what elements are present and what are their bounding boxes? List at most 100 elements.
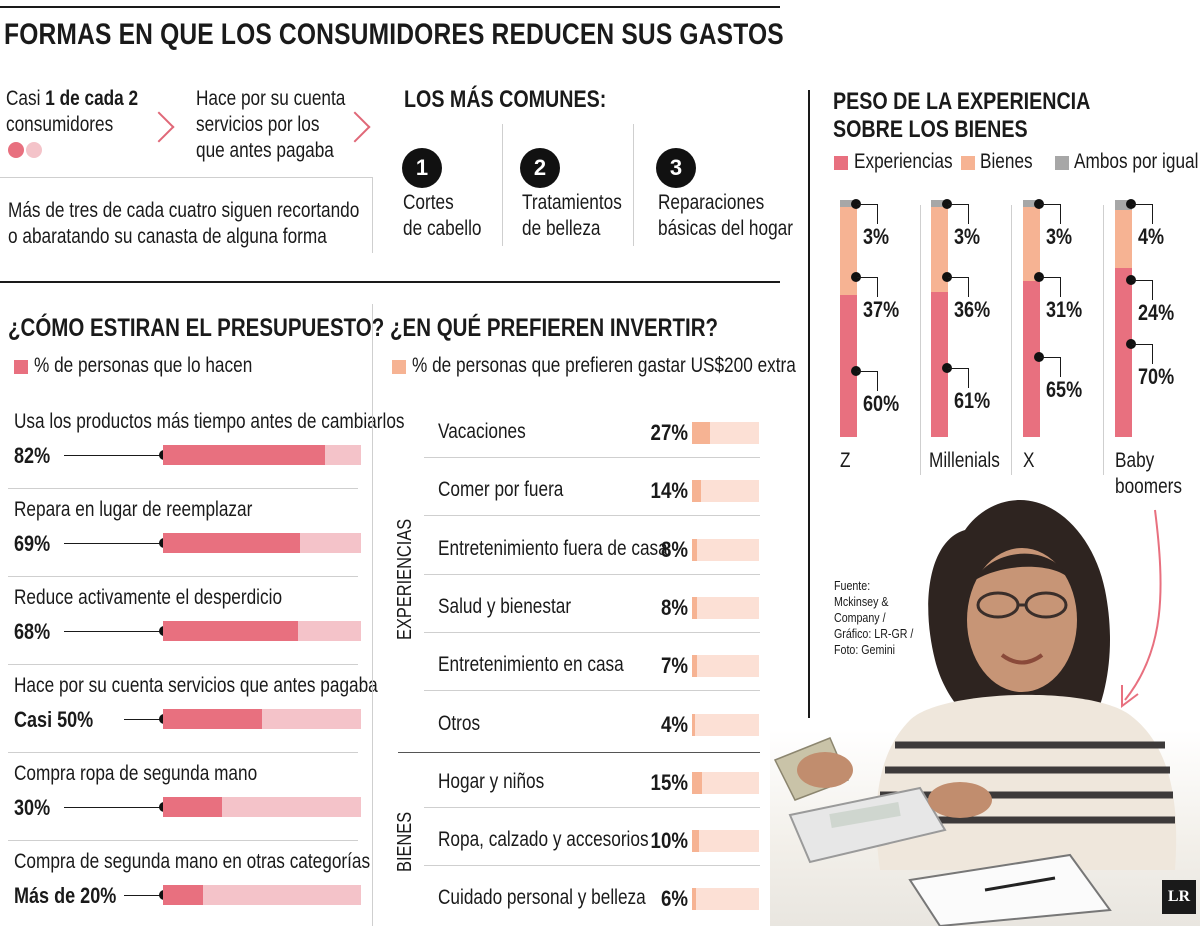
gen-legend-swatch-experiencias [834, 156, 848, 170]
invest-bar-track [692, 830, 759, 853]
invest-bar [692, 713, 695, 736]
invest-row-value: 7% [660, 653, 688, 679]
budget-bar-track [163, 709, 361, 729]
gen-leader-dot [1034, 199, 1044, 209]
gen-seg-experiencias [840, 294, 857, 437]
budget-chart-title: ¿CÓMO ESTIRAN EL PRESUPUESTO? [8, 314, 385, 342]
gen-seg-bienes [931, 207, 948, 293]
budget-bar-track [163, 797, 361, 817]
gen-leader-drop [877, 370, 878, 391]
gen-leader-line [1040, 277, 1060, 279]
gen-category-label: Millenials [929, 449, 1000, 472]
page-title: FORMAS EN QUE LOS CONSUMIDORES REDUCEN S… [4, 18, 784, 51]
gen-legend-swatch-bienes [961, 156, 975, 170]
gen-seg-experiencias [931, 292, 948, 437]
gen-leader-line [948, 277, 968, 279]
gen-column-divider [1011, 205, 1012, 475]
gen-leader-drop [1060, 204, 1061, 224]
budget-leader-line [124, 895, 163, 896]
invest-legend-label: % de personas que prefieren gastar US$20… [412, 354, 796, 377]
budget-row-divider [8, 488, 358, 489]
invest-bar [692, 480, 702, 503]
source-note: Fuente: Mckinsey & Company / Gráfico: LR… [834, 578, 914, 657]
gen-category-label: Baby boomers [1115, 449, 1182, 498]
intro-dot-filled [8, 142, 24, 158]
intro-action: Hace por su cuenta servicios por los que… [196, 87, 346, 162]
invest-row-divider [424, 806, 760, 808]
invest-row-label: Otros [438, 711, 481, 735]
gen-leader-line [1040, 204, 1060, 205]
invest-row-divider [424, 515, 760, 517]
gen-leader-dot [942, 199, 952, 209]
gen-leader-drop [877, 277, 878, 298]
right-column-border [808, 90, 810, 718]
common-item-3: Reparaciones básicas del hogar [658, 191, 793, 240]
rank-1-badge: 1 [402, 148, 442, 188]
budget-row-divider [8, 752, 358, 753]
gen-seg-ambos [931, 200, 948, 208]
budget-bar [163, 709, 262, 729]
budget-row-value: 30% [14, 795, 51, 820]
gen-legend-bienes: Bienes [980, 150, 1033, 173]
budget-row-label: Repara en lugar de reemplazar [14, 498, 253, 521]
budget-row-divider [8, 664, 358, 665]
gen-chart-title: PESO DE LA EXPERIENCIA SOBRE LOS BIENES [833, 88, 1091, 143]
gen-leader-dot [851, 199, 861, 209]
invest-chart-title: ¿EN QUÉ PREFIEREN INVERTIR? [390, 314, 719, 342]
gen-stacked-bar [1115, 200, 1132, 437]
gen-category-label: X [1023, 449, 1035, 472]
budget-row-value: 82% [14, 443, 51, 468]
gen-seg-bienes [1023, 207, 1040, 282]
middle-rule [0, 281, 780, 283]
intro-divider [0, 177, 372, 178]
rank-2-badge: 2 [520, 148, 560, 188]
invest-bar-track [692, 596, 759, 619]
gen-leader-drop [1152, 204, 1153, 224]
gen-leader-dot [851, 272, 861, 283]
gen-seg-ambos [1115, 200, 1132, 210]
gen-label-ambos: 3% [863, 224, 890, 249]
gen-label-experiencias: 70% [1138, 363, 1175, 389]
chevron-right-icon [143, 111, 175, 143]
budget-bar [163, 445, 326, 465]
invest-row-divider [424, 457, 760, 458]
photo-woman-calculator [770, 500, 1200, 926]
budget-leader-line [124, 719, 163, 720]
gen-leader-line [857, 370, 877, 372]
invest-row-divider [424, 865, 760, 867]
invest-legend-swatch [392, 360, 406, 374]
budget-leader-line [64, 807, 163, 808]
gen-leader-dot [1126, 274, 1136, 285]
gen-seg-bienes [1115, 209, 1132, 268]
gen-label-experiencias: 60% [863, 390, 900, 416]
gen-leader-line [857, 204, 877, 205]
budget-bar [163, 533, 300, 553]
gen-leader-drop [968, 368, 969, 389]
gen-label-bienes: 24% [1138, 299, 1175, 325]
invest-row-divider [424, 631, 760, 633]
gen-leader-dot [1034, 352, 1044, 363]
invest-row-label: Entretenimiento fuera de casa [438, 536, 668, 560]
invest-row-label: Hogar y niños [438, 769, 545, 793]
gen-leader-line [857, 277, 877, 279]
invest-bar [692, 830, 699, 853]
gen-seg-experiencias [1023, 281, 1040, 437]
gen-leader-dot [942, 363, 952, 374]
invest-bar-track [692, 771, 759, 794]
budget-row-label: Reduce activamente el desperdicio [14, 586, 283, 609]
invest-group-experiencias: EXPERIENCIAS [394, 518, 416, 640]
invest-row-value: 10% [650, 828, 688, 854]
invest-bar [692, 422, 711, 444]
gen-leader-line [948, 204, 968, 205]
invest-row-divider [424, 690, 760, 692]
gen-leader-dot [1126, 338, 1136, 349]
gen-label-ambos: 4% [1138, 224, 1165, 249]
invest-bar [692, 596, 698, 619]
invest-bar [692, 888, 697, 911]
budget-legend-swatch [14, 360, 28, 374]
gen-stacked-bar [1023, 200, 1040, 437]
gen-legend-experiencias: Experiencias [854, 150, 953, 173]
common-heading: LOS MÁS COMUNES: [404, 86, 607, 113]
invest-group-bienes: BIENES [394, 811, 416, 872]
invest-row-value: 8% [660, 536, 688, 562]
